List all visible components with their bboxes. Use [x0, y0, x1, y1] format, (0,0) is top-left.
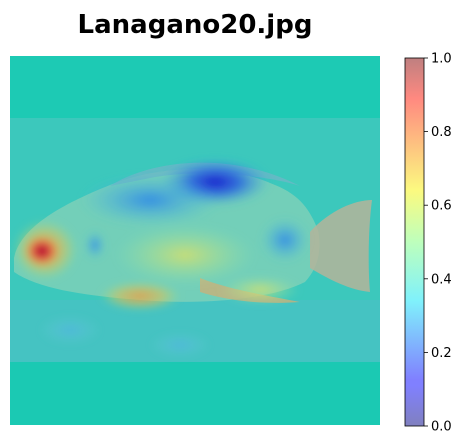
colorbar-tick-label: 0.2	[431, 346, 452, 361]
hotspot-back	[80, 174, 220, 226]
image-lower-band	[10, 362, 380, 425]
colorbar-ticks: 0.0 0.2 0.4 0.6 0.8 1.0	[424, 52, 452, 435]
hotspot-peduncle	[261, 218, 309, 262]
colorbar: 0.0 0.2 0.4 0.6 0.8 1.0	[404, 52, 452, 435]
hotspot-lower-body	[220, 276, 300, 304]
hotspot-ventral-fin	[100, 282, 180, 310]
hotspot-lower-left	[40, 316, 100, 344]
chart-title: Lanagano20.jpg	[78, 10, 313, 40]
hotspot-eye	[24, 235, 60, 267]
colorbar-tick-label: 0.4	[431, 272, 452, 287]
colorbar-tick-label: 0.8	[431, 125, 452, 140]
colorbar-tick-label: 1.0	[431, 52, 452, 67]
dorsal-fin	[110, 162, 300, 186]
heat-overlay	[13, 158, 309, 357]
hotspot-lower-mid	[150, 333, 210, 357]
colorbar-gradient	[405, 58, 424, 426]
hotspot-body-yellow	[115, 225, 255, 285]
heatmap-image	[10, 56, 380, 425]
hotspot-head-blue	[85, 231, 105, 259]
colorbar-tick-label: 0.0	[431, 420, 452, 435]
image-upper-band	[10, 56, 380, 118]
colorbar-tick-label: 0.6	[431, 199, 452, 214]
tail-fin	[310, 200, 372, 292]
colorbar-frame	[404, 57, 425, 427]
